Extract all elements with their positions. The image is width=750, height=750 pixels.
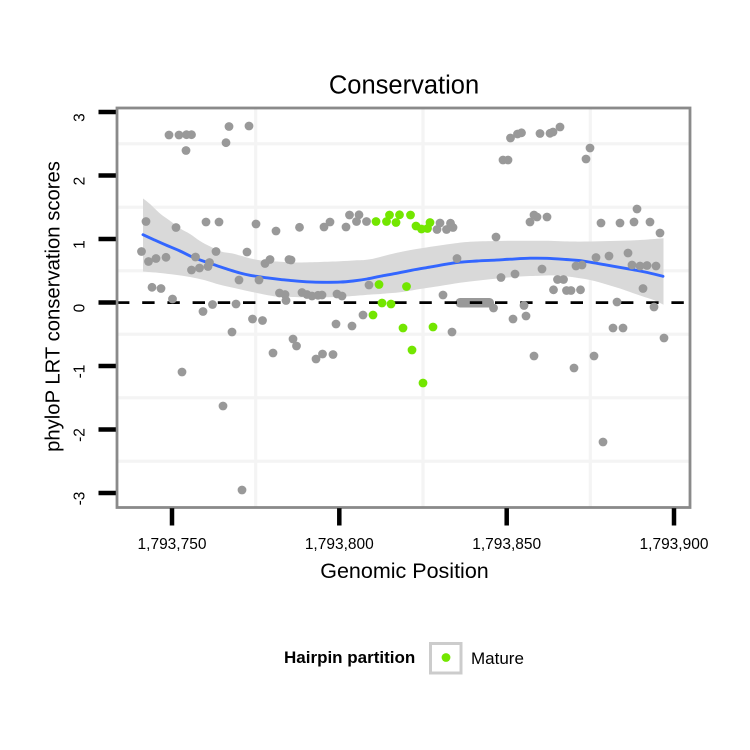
- svg-text:1,793,750: 1,793,750: [138, 536, 207, 553]
- svg-text:2: 2: [72, 177, 89, 186]
- svg-text:phyloP LRT conservation scores: phyloP LRT conservation scores: [43, 161, 65, 452]
- svg-text:1: 1: [72, 240, 89, 249]
- svg-text:1,793,800: 1,793,800: [305, 536, 374, 553]
- svg-text:1,793,850: 1,793,850: [472, 536, 541, 553]
- svg-text:Conservation: Conservation: [329, 72, 479, 100]
- svg-text:-1: -1: [72, 365, 89, 379]
- svg-text:Genomic Position: Genomic Position: [320, 559, 489, 583]
- svg-text:Mature: Mature: [471, 649, 524, 668]
- svg-text:Hairpin partition: Hairpin partition: [284, 648, 415, 667]
- svg-text:3: 3: [72, 113, 89, 122]
- svg-text:-2: -2: [72, 428, 89, 442]
- svg-text:0: 0: [72, 303, 89, 312]
- svg-text:-3: -3: [72, 492, 89, 506]
- svg-text:1,793,900: 1,793,900: [640, 536, 709, 553]
